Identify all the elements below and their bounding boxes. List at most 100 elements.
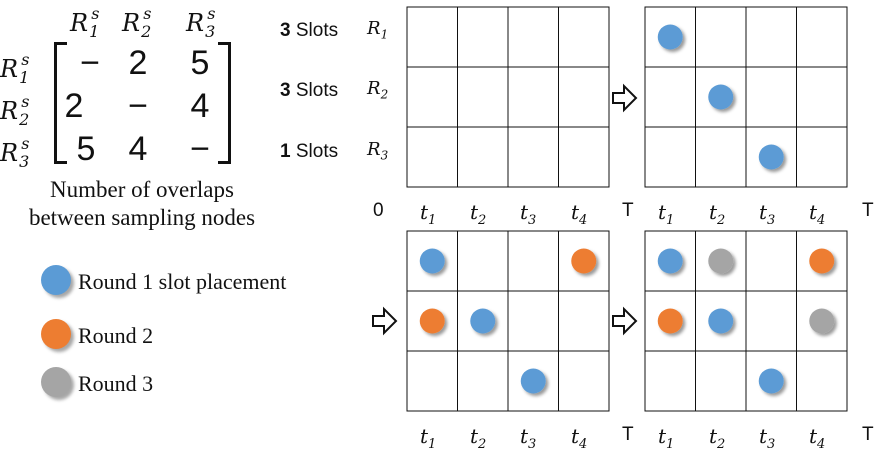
grid-cell (796, 6, 848, 68)
matrix-cell: − (190, 130, 210, 168)
slot-dot-round3 (809, 308, 835, 334)
time-tick-label: t4 (809, 200, 826, 228)
time-tick-label: t3 (520, 424, 537, 452)
slot-dot-round1 (657, 248, 683, 274)
time-tick-label: t1 (420, 424, 437, 452)
grid-cell (745, 290, 797, 352)
time-tick-label: t4 (571, 200, 588, 228)
matrix-row-header-2: R2s (0, 92, 30, 129)
matrix-row-header-3: R3s (0, 134, 30, 171)
resource-label-r3: R3 (367, 139, 389, 163)
matrix-cell: 5 (190, 44, 210, 82)
time-end-label: T (622, 200, 634, 221)
slot-dot-round1 (520, 368, 546, 394)
legend-label-round3: Round 3 (78, 371, 154, 396)
grid-cell (558, 66, 610, 128)
time-tick-label: t3 (759, 424, 776, 452)
grid-cell (745, 230, 797, 292)
time-tick-label: t1 (658, 200, 675, 228)
matrix-right-bracket (218, 42, 231, 164)
grid-cell (695, 126, 747, 188)
slot-dot-round2 (809, 248, 835, 274)
grid-cell (745, 66, 797, 128)
slot-label-r3: 1 Slots (280, 141, 339, 162)
grid-cell (796, 66, 848, 128)
grid-cell (796, 350, 848, 412)
grid-cell (507, 290, 559, 352)
grid-round2 (406, 230, 610, 412)
matrix-cell: 2 (64, 87, 84, 125)
grid-cell (558, 6, 610, 68)
time-end-label: T (862, 424, 874, 445)
grid-cell (406, 66, 458, 128)
time-tick-label: t3 (520, 200, 537, 228)
matrix-caption: Number of overlaps between sampling node… (0, 176, 292, 231)
matrix-cell: − (80, 44, 100, 82)
arrow-right-icon (372, 306, 398, 336)
matrix-row-header-1: R1s (0, 50, 30, 87)
time-tick-label: t2 (470, 424, 487, 452)
slot-dot-round1 (708, 308, 734, 334)
arrow-right-icon (612, 83, 638, 113)
grid-cell (796, 126, 848, 188)
time-tick-label: t1 (420, 200, 437, 228)
grid-cell (695, 6, 747, 68)
slot-label-r2: 3 Slots (280, 80, 339, 101)
grid-cell (457, 350, 509, 412)
matrix-cell: − (128, 87, 148, 125)
time-tick-label: t4 (809, 424, 826, 452)
grid-cell (507, 230, 559, 292)
time-tick-label: t2 (470, 200, 487, 228)
grid-cell (507, 350, 559, 412)
grid-cell (406, 350, 458, 412)
time-tick-label: t3 (759, 200, 776, 228)
grid-cell (406, 6, 458, 68)
matrix-cell: 2 (128, 44, 148, 82)
legend-swatch-round3 (41, 367, 71, 397)
legend-label-round2: Round 2 (78, 323, 154, 348)
matrix-col-header-1: R1s (70, 4, 100, 41)
grid-cell (558, 290, 610, 352)
matrix-cell: 4 (128, 130, 148, 168)
legend-swatch-round2 (41, 319, 71, 349)
slot-dot-round3 (708, 248, 734, 274)
time-tick-label: t2 (709, 200, 726, 228)
matrix-col-header-3: R3s (186, 4, 216, 41)
grid-cell (507, 6, 559, 68)
slot-label-r1: 3 Slots (280, 20, 339, 41)
grid-cell (457, 126, 509, 188)
time-tick-label: t4 (571, 424, 588, 452)
resource-label-r1: R1 (367, 18, 389, 42)
legend-label-round1: Round 1 slot placement (78, 269, 287, 294)
grid-cell (644, 126, 696, 188)
grid-cell (644, 350, 696, 412)
grid-cell (558, 126, 610, 188)
grid-cell (745, 6, 797, 68)
grid-cell (406, 126, 458, 188)
grid-cell (558, 350, 610, 412)
grid-round1 (644, 6, 848, 188)
caption-line-2: between sampling nodes (28, 204, 256, 230)
grid-cell (507, 66, 559, 128)
slot-dot-round1 (419, 248, 445, 274)
slot-dot-round2 (419, 308, 445, 334)
slot-dot-round1 (758, 368, 784, 394)
legend-swatch-round1 (41, 265, 71, 295)
grid-cell (457, 230, 509, 292)
matrix-cell: 5 (76, 130, 96, 168)
slot-dot-round2 (571, 248, 597, 274)
grid-cell (644, 66, 696, 128)
grid-round3 (644, 230, 848, 412)
matrix-left-bracket (54, 42, 67, 164)
slot-dot-round1 (657, 24, 683, 50)
empty-grid (406, 6, 610, 188)
slot-dot-round1 (470, 308, 496, 334)
grid-cell (457, 66, 509, 128)
time-end-label: T (622, 424, 634, 445)
slot-dot-round2 (657, 308, 683, 334)
time-tick-label: t2 (709, 424, 726, 452)
time-origin-label: 0 (373, 200, 384, 221)
grid-cell (457, 6, 509, 68)
arrow-right-icon (612, 306, 638, 336)
matrix-col-header-2: R2s (122, 4, 152, 41)
